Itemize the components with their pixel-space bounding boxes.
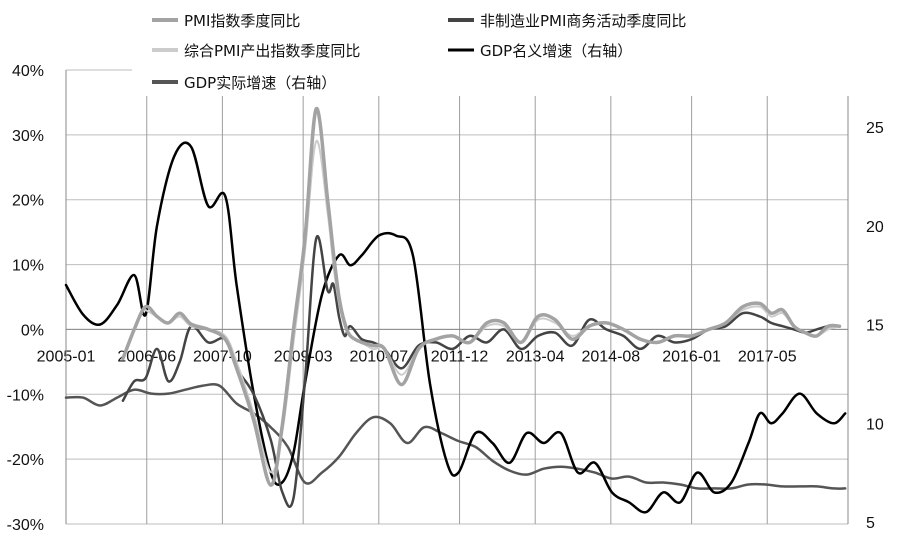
series-line-pmi [121, 107, 842, 487]
y-left-tick-label: -20% [7, 452, 44, 469]
y-left-tick-label: 10% [12, 258, 44, 275]
y-right-tick-label: 15 [866, 318, 884, 335]
y-left-tick-label: 40% [12, 63, 44, 80]
y-left-tick-label: 0% [21, 322, 44, 339]
y-left-tick-label: 30% [12, 128, 44, 145]
x-tick-label: 2010-07 [349, 348, 408, 365]
y-left-tick-label: -10% [7, 387, 44, 404]
series-line-gdp-real [64, 383, 847, 490]
x-tick-label: 2009-03 [274, 348, 333, 365]
legend-label-nonmfg: 非制造业PMI商务活动季度同比 [480, 12, 686, 30]
x-tick-label: 2011-12 [431, 348, 489, 365]
y-left-tick-label: 20% [12, 193, 44, 210]
x-tick-label: 2007-10 [193, 348, 252, 365]
series-group [64, 107, 847, 514]
x-tick-label: 2016-01 [662, 348, 721, 365]
y-right-tick-label: 25 [866, 120, 884, 137]
series-line-composite [144, 140, 841, 474]
x-tick-label: 2014-08 [581, 348, 640, 365]
y-left-tick-label: -30% [7, 517, 44, 534]
legend-background [132, 4, 852, 96]
y-right-tick-label: 20 [866, 219, 884, 236]
legend-label-pmi: PMI指数季度同比 [184, 12, 300, 30]
series-line-gdp-nominal [64, 141, 847, 514]
legend-label-composite: 综合PMI产出指数季度同比 [184, 42, 360, 60]
axes: 40%30%20%10%0%-10%-20%-30%2005-01 2006-06… [7, 63, 884, 534]
legend-label-gdp-real: GDP实际增速（右轴） [184, 74, 336, 92]
legend: PMI指数季度同比 非制造业PMI商务活动季度同比 综合PMI产出指数季度同比 … [132, 4, 852, 96]
x-tick-label: 2017-05 [738, 348, 797, 365]
x-tick-label: 2013-04 [506, 348, 565, 365]
legend-label-gdp-nominal: GDP名义增速（右轴） [480, 42, 632, 60]
series-line-nonmfg [121, 234, 841, 508]
y-right-tick-label: 5 [866, 515, 875, 532]
grid-lines [66, 69, 848, 525]
y-right-tick-label: 10 [866, 416, 884, 433]
